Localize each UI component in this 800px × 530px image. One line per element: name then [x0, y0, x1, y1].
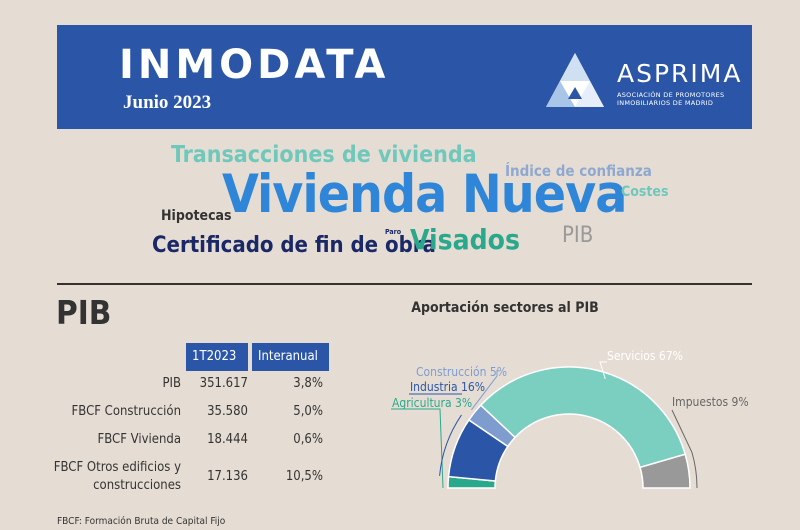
donut-label-construcción: Construcción 5%: [416, 365, 507, 379]
report-date: Junio 2023: [123, 92, 212, 113]
logo-name: ASPRIMA: [617, 59, 743, 88]
footnote: FBCF: Formación Bruta de Capital Fijo: [57, 516, 226, 527]
leader-construccion: [471, 370, 498, 411]
header-banner: INMODATA Junio 2023 ASPRIMA Asociación d…: [57, 25, 752, 129]
table-header-1t2023: 1T2023: [186, 343, 248, 371]
donut-label-servicios: Servicios 67%: [607, 349, 683, 363]
word-cloud-word: Certificado de fin de obra: [152, 233, 436, 258]
row-interanual: 10,5%: [285, 469, 323, 484]
section-divider: [57, 283, 752, 285]
leader-impuestos: [671, 409, 698, 489]
row-label: FBCF Construcción: [71, 404, 181, 419]
word-cloud-word: Transacciones de vivienda: [171, 142, 477, 168]
row-interanual: 3,8%: [293, 376, 323, 391]
donut-label-agricultura: Agricultura 3%: [392, 396, 472, 410]
row-value: 351.617: [199, 376, 248, 391]
row-interanual: 0,6%: [293, 432, 323, 447]
row-label: FBCF Otros edificios y: [53, 460, 181, 475]
row-label: FBCF Vivienda: [97, 432, 181, 447]
leader-industria: [409, 393, 462, 476]
word-cloud-word: Vivienda Nueva: [222, 164, 627, 225]
table-header-interanual: Interanual: [252, 343, 329, 371]
word-cloud-word: Visados: [410, 223, 520, 256]
donut-segment-impuestos: [639, 453, 691, 489]
leader-agricultura: [391, 408, 444, 489]
row-value: 35.580: [207, 404, 248, 419]
page-title: INMODATA: [119, 42, 390, 88]
row-label: PIB: [162, 376, 181, 391]
donut-label-industria: Industria 16%: [410, 380, 485, 394]
leader-servicios: [599, 361, 607, 380]
word-cloud-word: PIB: [562, 223, 594, 248]
word-cloud-word: Costes: [621, 184, 669, 200]
word-cloud-word: Hipotecas: [161, 208, 232, 224]
section-title-pib: PIB: [56, 293, 112, 332]
logo-subtitle: Asociación de Promotores Inmobiliarios d…: [617, 91, 725, 107]
row-interanual: 5,0%: [293, 404, 323, 419]
word-cloud-word: Índice de confianza: [505, 162, 652, 180]
chart-title: Aportación sectores al PIB: [411, 300, 599, 316]
donut-segment-servicios: [479, 366, 687, 469]
asprima-logo-icon: [546, 53, 604, 107]
word-cloud-word: Paro: [385, 228, 402, 236]
row-value: 18.444: [207, 432, 248, 447]
donut-label-impuestos: Impuestos 9%: [672, 395, 749, 409]
row-label: construcciones: [93, 478, 181, 493]
row-value: 17.136: [207, 469, 248, 484]
